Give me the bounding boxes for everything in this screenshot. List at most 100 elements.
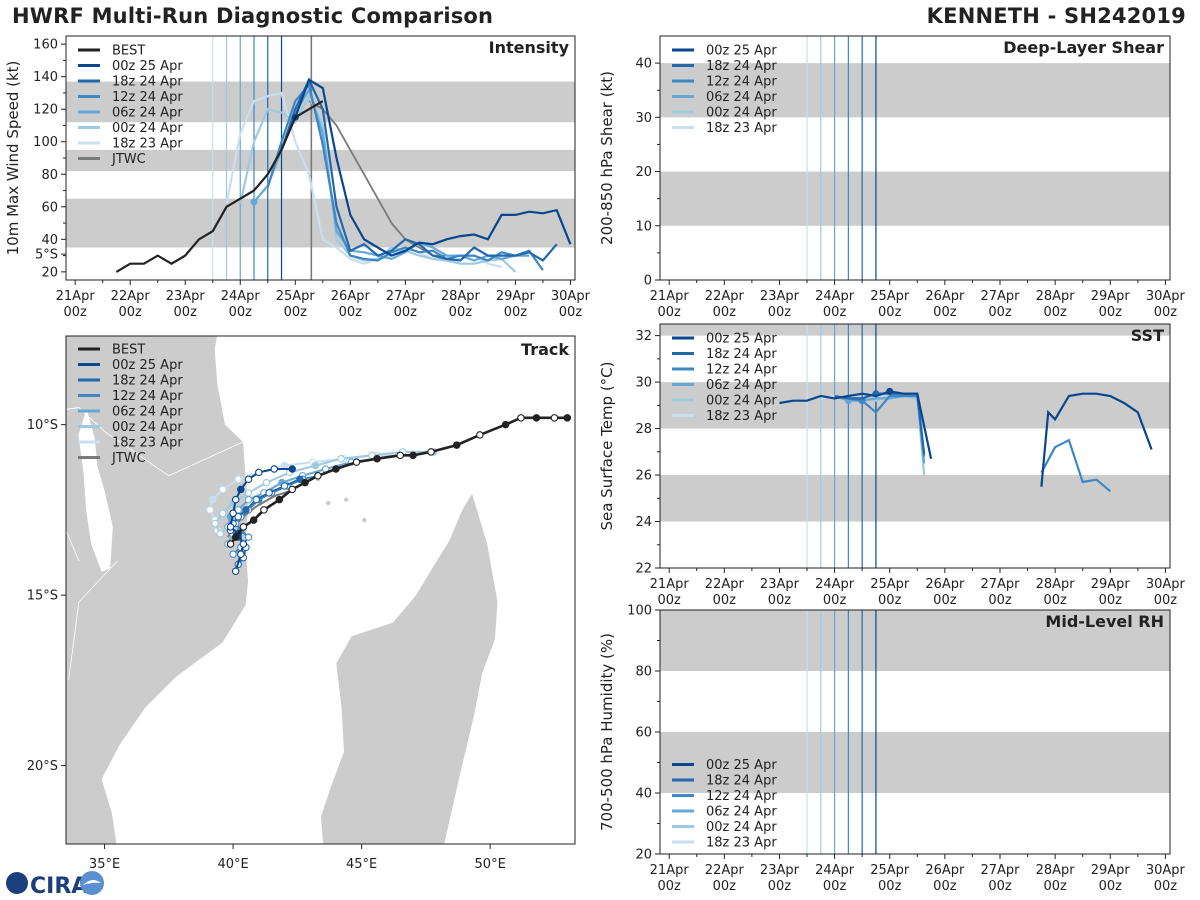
track-legend-label: 18z 24 Apr <box>112 374 183 389</box>
track-xtick-label: 40°E <box>217 857 248 872</box>
island-comoros <box>326 500 331 506</box>
sst-ylabel: Sea Surface Temp (°C) <box>598 361 616 530</box>
country-border <box>48 646 53 847</box>
intensity-legend-label: 00z 24 Apr <box>112 121 183 136</box>
track-point <box>252 495 260 504</box>
shear-xtick-label: 26Apr <box>925 289 965 304</box>
sst-xtick-sublabel: 00z <box>933 593 957 608</box>
track-point <box>231 533 240 541</box>
shear-frame <box>659 35 1171 281</box>
track-point <box>219 509 227 518</box>
intensity-xtick-label: 21Apr <box>56 289 96 304</box>
shear-xtick-label: 25Apr <box>870 289 910 304</box>
rh-xtick-sublabel: 00z <box>1099 879 1123 894</box>
track-legend-label: BEST <box>112 343 145 358</box>
country-border <box>66 529 80 562</box>
intensity-panel: 2040608010012014016021Apr00z22Apr00z23Ap… <box>4 35 591 320</box>
track-legend-label: 18z 23 Apr <box>112 436 183 451</box>
sst-xtick-sublabel: 00z <box>878 593 902 608</box>
rh-xtick-label: 25Apr <box>870 863 910 878</box>
sst-series-marker <box>886 387 894 395</box>
track-title: Track <box>521 340 569 359</box>
track-point <box>270 465 278 473</box>
sst-series-line <box>779 390 933 460</box>
intensity-ytick-label: 20 <box>41 265 58 280</box>
shear-xtick-sublabel: 00z <box>713 305 737 320</box>
shear-xtick-label: 22Apr <box>705 289 745 304</box>
intensity-plot-area <box>66 36 575 280</box>
track-point <box>352 458 361 466</box>
sst-xtick-sublabel: 00z <box>658 593 682 608</box>
intensity-xtick-sublabel: 00z <box>284 305 308 320</box>
sst-xtick-sublabel: 00z <box>1043 593 1067 608</box>
sst-band-1 <box>660 382 1170 429</box>
shear-xtick-label: 29Apr <box>1091 289 1131 304</box>
sst-xtick-label: 27Apr <box>980 577 1020 592</box>
track-point <box>373 454 381 463</box>
logo-text: CIRA <box>30 874 88 898</box>
sst-legend-label: 18z 24 Apr <box>706 347 777 362</box>
intensity-series-line <box>294 78 572 257</box>
intensity-series-line <box>239 93 517 273</box>
track-point <box>226 540 235 548</box>
storm-title: KENNETH - SH242019 <box>926 4 1186 28</box>
intensity-xtick-label: 22Apr <box>111 289 151 304</box>
rh-legend-label: 18z 24 Apr <box>706 774 777 789</box>
rh-xtick-label: 24Apr <box>815 863 855 878</box>
rh-legend-label: 00z 24 Apr <box>706 820 777 835</box>
shear-xtick-sublabel: 00z <box>1043 305 1067 320</box>
island-comoros <box>362 517 367 523</box>
rh-xtick-sublabel: 00z <box>988 879 1012 894</box>
track-point <box>517 414 525 422</box>
intensity-xtick-sublabel: 00z <box>339 305 363 320</box>
track-point <box>244 533 253 541</box>
sst-xtick-sublabel: 00z <box>713 593 737 608</box>
track-point <box>396 451 404 460</box>
track-point <box>476 431 484 439</box>
shear-xtick-sublabel: 00z <box>933 305 957 320</box>
shear-ytick-label: 40 <box>635 57 652 72</box>
sst-xtick-sublabel: 00z <box>768 593 792 608</box>
track-point <box>563 414 572 422</box>
intensity-ytick-label: 40 <box>41 233 58 248</box>
sst-xtick-sublabel: 00z <box>1099 593 1123 608</box>
intensity-legend-label: 18z 23 Apr <box>112 137 183 152</box>
country-border <box>68 560 118 681</box>
track-legend-label: 00z 24 Apr <box>112 420 183 435</box>
intensity-xtick-label: 25Apr <box>276 289 316 304</box>
intensity-xtick-sublabel: 00z <box>63 305 87 320</box>
track-point <box>332 465 340 473</box>
track-point <box>311 461 320 470</box>
rh-xtick-sublabel: 00z <box>1043 879 1067 894</box>
track-point <box>265 489 273 497</box>
rh-xtick-sublabel: 00z <box>1154 879 1178 894</box>
intensity-xtick-sublabel: 00z <box>394 305 418 320</box>
shear-legend-label: 18z 24 Apr <box>706 59 777 74</box>
rh-legend-label: 18z 23 Apr <box>706 836 777 851</box>
track-point <box>211 519 219 528</box>
track-point <box>262 478 271 487</box>
rh-legend-label: 06z 24 Apr <box>706 805 777 820</box>
rh-band-0 <box>660 732 1170 793</box>
sst-legend-label: 00z 24 Apr <box>706 394 777 409</box>
rh-xtick-label: 30Apr <box>1146 863 1186 878</box>
sst-plot-area <box>660 324 1170 568</box>
rh-xtick-label: 27Apr <box>980 863 1020 878</box>
shear-panel: 01020304021Apr00z22Apr00z23Apr00z24Apr00… <box>598 35 1186 320</box>
track-ytick-label: 20°S <box>27 759 58 774</box>
rh-legend-label: 12z 24 Apr <box>706 789 777 804</box>
rh-xtick-label: 22Apr <box>705 863 745 878</box>
track-xtick-label: 35°E <box>89 857 120 872</box>
intensity-series-line <box>308 100 447 257</box>
rh-title: Mid-Level RH <box>1045 612 1164 631</box>
intensity-xtick-label: 27Apr <box>386 289 426 304</box>
track-point <box>314 472 322 480</box>
intensity-ytick-label: 60 <box>41 200 58 215</box>
intensity-ytick-label: 80 <box>41 168 58 183</box>
intensity-legend-label: BEST <box>112 44 145 59</box>
intensity-series-marker <box>250 198 258 206</box>
rh-legend-label: 00z 25 Apr <box>706 758 777 773</box>
track-point <box>550 414 559 422</box>
intensity-xtick-label: 30Apr <box>551 289 591 304</box>
track-point <box>244 489 253 497</box>
